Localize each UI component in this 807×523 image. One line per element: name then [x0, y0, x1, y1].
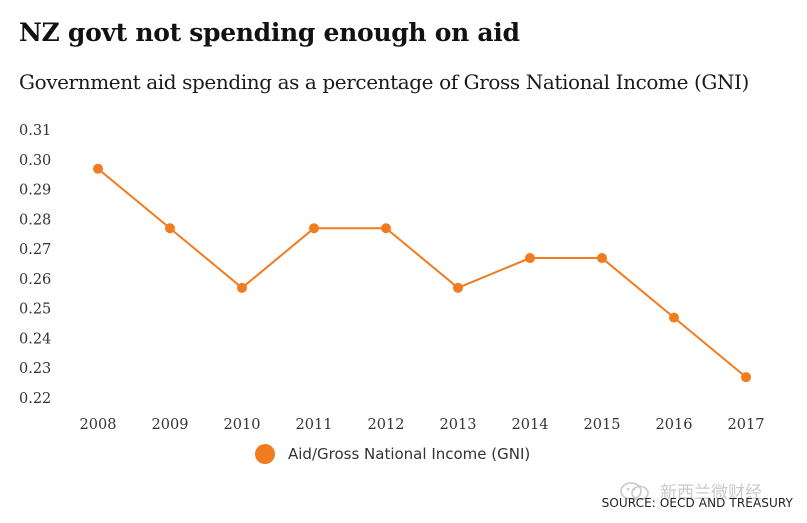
- y-tick-label: 0.27: [19, 242, 51, 258]
- y-tick-label: 0.29: [19, 183, 51, 199]
- x-tick-label: 2012: [368, 417, 405, 433]
- data-point[interactable]: [309, 223, 319, 234]
- series-group: [93, 163, 751, 383]
- data-point[interactable]: [669, 312, 679, 323]
- chart-subtitle: Government aid spending as a percentage …: [19, 70, 749, 94]
- x-tick-label: 2016: [656, 417, 693, 433]
- y-tick-label: 0.23: [19, 361, 51, 377]
- data-point[interactable]: [597, 253, 607, 264]
- x-tick-label: 2010: [224, 417, 261, 433]
- series-line: [97, 167, 747, 378]
- legend-label-aid-gni: Aid/Gross National Income (GNI): [288, 445, 531, 463]
- source-note: SOURCE: OECD AND TREASURY: [601, 496, 793, 510]
- y-axis-ticks: 0.31 0.30 0.29 0.28 0.27 0.26 0.25 0.24 0.23 0.22: [19, 123, 51, 407]
- data-point[interactable]: [453, 282, 463, 293]
- x-tick-label: 2015: [584, 417, 621, 433]
- x-tick-label: 2013: [440, 417, 477, 433]
- y-tick-label: 0.25: [19, 302, 51, 318]
- legend: Aid/Gross National Income (GNI): [255, 444, 530, 464]
- y-tick-label: 0.30: [19, 153, 51, 169]
- watermark-text: 新西兰微财经: [660, 483, 762, 503]
- x-tick-label: 2009: [152, 417, 189, 433]
- x-tick-label: 2008: [80, 417, 117, 433]
- watermark: 新西兰微财经: [618, 478, 762, 503]
- line-chart: 0.31 0.30 0.29 0.28 0.27 0.26 0.25 0.24 0.23 0.22…: [19, 123, 765, 433]
- x-tick-label: 2011: [296, 417, 333, 433]
- x-tick-label: 2014: [512, 417, 549, 433]
- data-point[interactable]: [741, 372, 751, 383]
- data-point[interactable]: [93, 163, 103, 174]
- data-point[interactable]: [165, 223, 175, 234]
- y-tick-label: 0.24: [19, 331, 51, 347]
- data-point[interactable]: [381, 223, 391, 234]
- y-tick-label: 0.22: [19, 391, 51, 407]
- data-point[interactable]: [525, 253, 535, 264]
- y-tick-label: 0.26: [19, 272, 51, 288]
- chart-title: NZ govt not spending enough on aid: [19, 18, 520, 47]
- data-point[interactable]: [237, 282, 247, 293]
- y-tick-label: 0.31: [19, 123, 51, 139]
- legend-marker-aid-gni: [255, 444, 275, 464]
- wechat-icon: [620, 481, 649, 500]
- x-axis-ticks: 2008 2009 2010 2011 2012 2013 2014 2015 2016 2017: [80, 417, 765, 433]
- y-tick-label: 0.28: [19, 212, 51, 228]
- x-tick-label: 2017: [728, 417, 765, 433]
